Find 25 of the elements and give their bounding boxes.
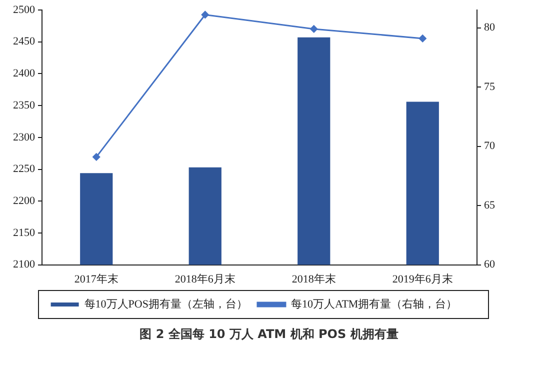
y2-tick-label: 65 bbox=[484, 199, 496, 212]
y-tick-label: 2200 bbox=[13, 194, 36, 207]
point bbox=[418, 34, 426, 42]
x-tick-label: 2018年6月末 bbox=[174, 272, 236, 286]
y2-tick-label: 60 bbox=[484, 258, 496, 271]
y-tick-label: 2450 bbox=[13, 36, 36, 48]
y-tick-label: 2100 bbox=[13, 258, 36, 271]
y2-tick-label: 75 bbox=[484, 80, 496, 93]
y2-tick-label: 80 bbox=[484, 22, 496, 34]
legend-label: 每10万人POS拥有量（左轴，台） bbox=[84, 297, 248, 310]
x-tick-label: 2019年6月末 bbox=[392, 272, 453, 286]
y-tick-label: 2300 bbox=[13, 131, 36, 144]
y-tick-label: 2400 bbox=[13, 68, 36, 80]
legend-label: 每10万人ATM拥有量（右轴，台） bbox=[290, 297, 458, 310]
y-tick-label: 2500 bbox=[13, 4, 36, 16]
point bbox=[92, 153, 100, 161]
text: 图 2 全国每 10 万人 ATM 机和 POS 机拥有量 bbox=[138, 326, 400, 343]
point bbox=[201, 10, 209, 18]
point bbox=[310, 25, 318, 33]
y-tick-label: 2150 bbox=[13, 226, 36, 239]
x-tick-label: 2017年末 bbox=[74, 272, 118, 286]
y-tick-label: 2350 bbox=[13, 99, 36, 112]
y2-tick-label: 70 bbox=[484, 140, 496, 152]
x-tick-label: 2018年末 bbox=[292, 272, 336, 286]
y-tick-label: 2250 bbox=[13, 163, 36, 176]
